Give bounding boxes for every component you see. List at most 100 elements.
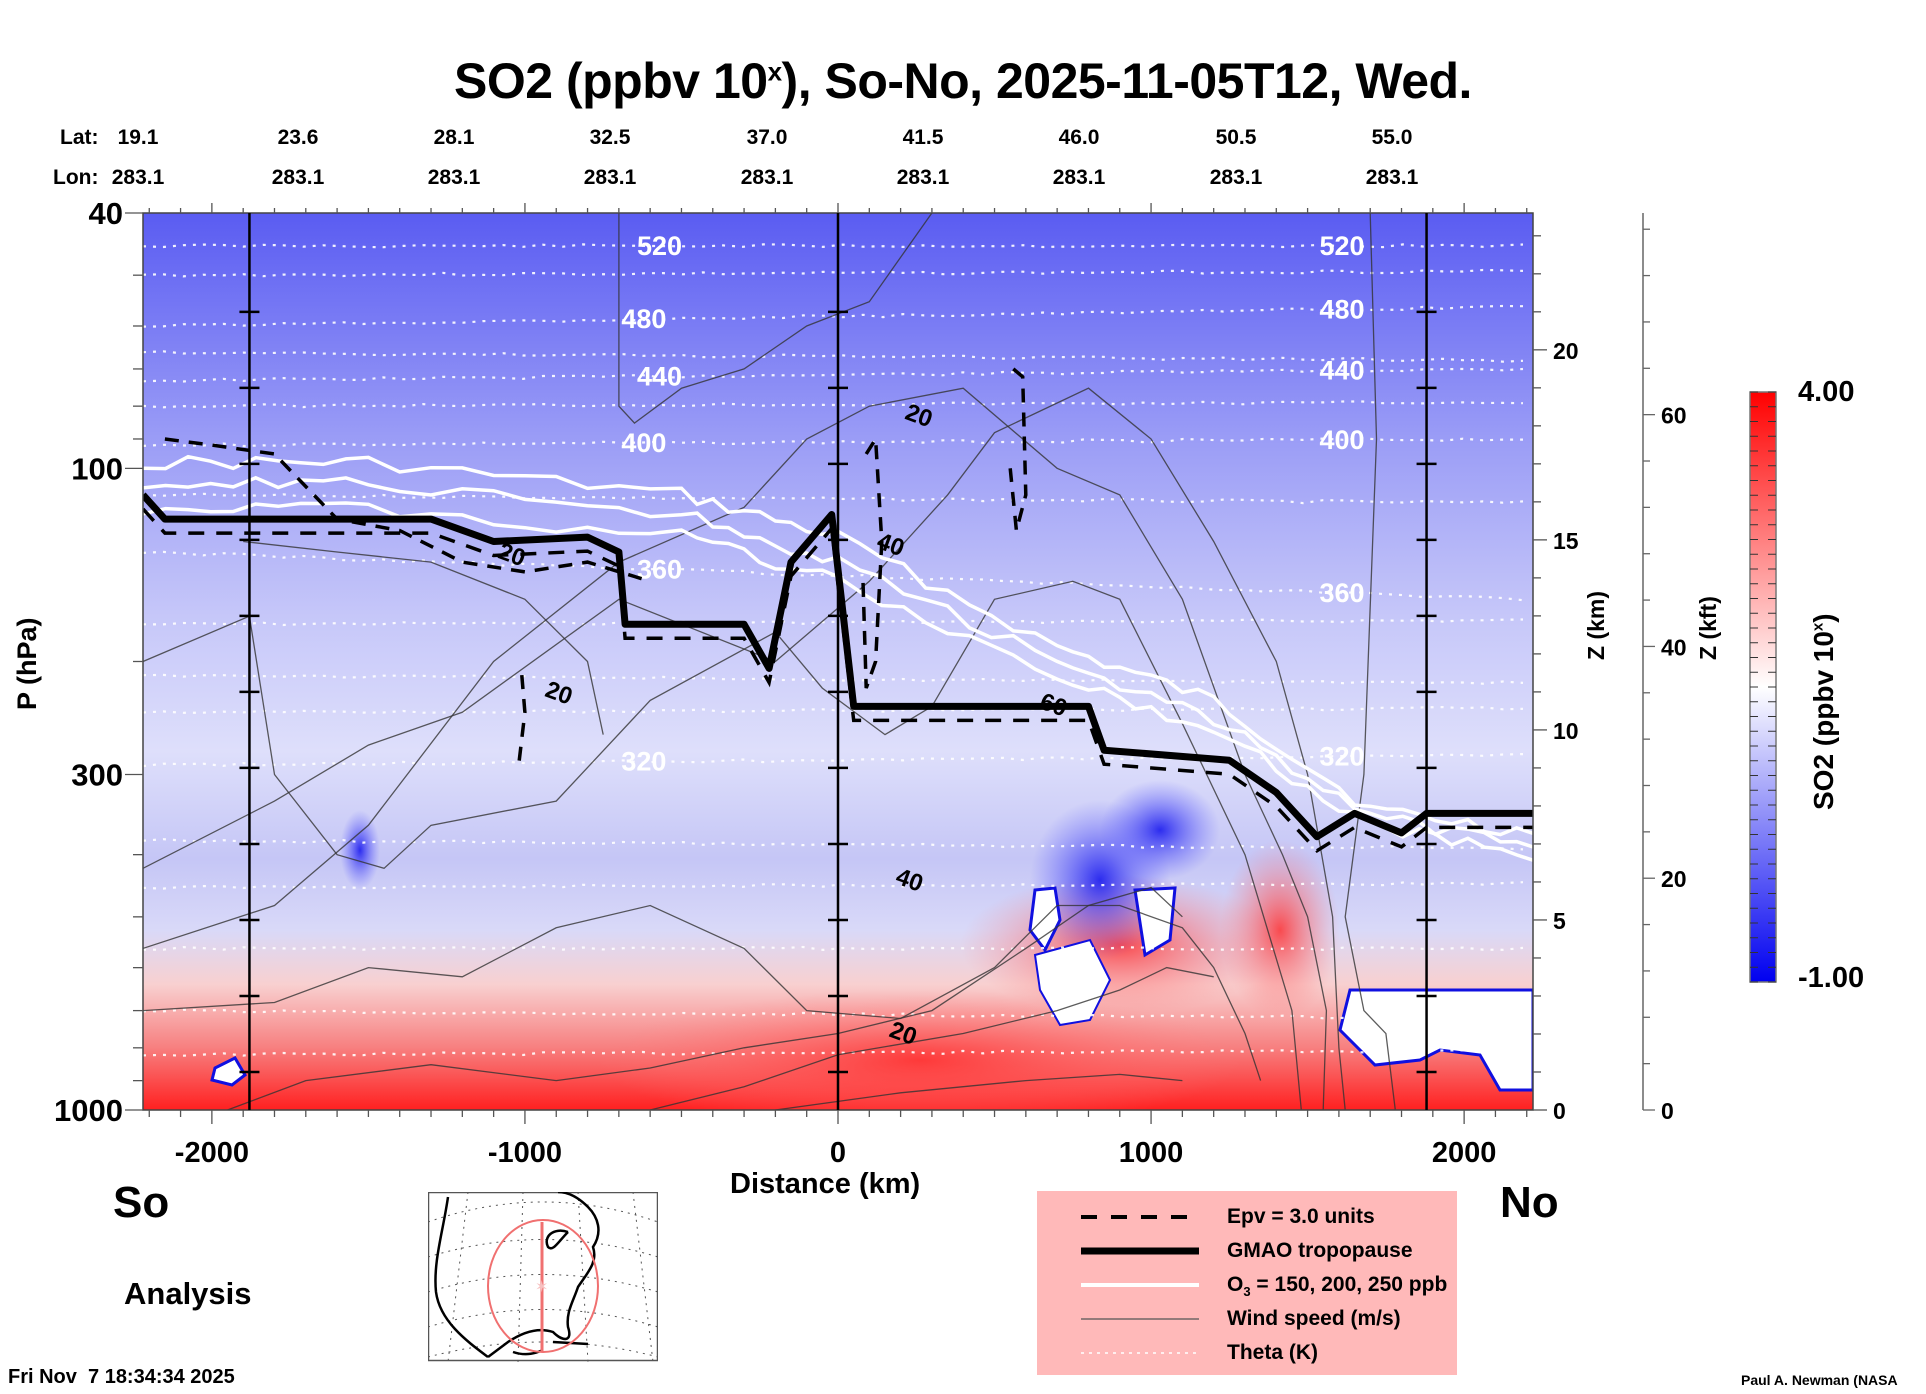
axes: -2000 -1000 0 1000 2000 40 100 300 1000 0 5 10 15 20 0…	[54, 196, 1687, 1169]
theta-contour	[143, 367, 1524, 383]
x-tick-label: 2000	[1432, 1137, 1497, 1169]
z-km-tick-label: 5	[1553, 908, 1566, 934]
longitude-value: 283.1	[740, 166, 794, 189]
thick-line-sample	[1081, 1247, 1199, 1255]
latitude-value: 28.1	[433, 126, 475, 149]
theta-contour-label: 360	[637, 555, 682, 585]
thin-line-sample	[1081, 1318, 1199, 1320]
theta-contour-label: 320	[1320, 742, 1365, 772]
theta-contour	[143, 673, 1524, 685]
missing-data-region	[1338, 988, 1533, 1092]
latitude-value: 46.0	[1058, 126, 1100, 149]
ozone-contour-250	[143, 501, 1533, 862]
theta-contour	[143, 492, 1524, 505]
wind-speed-contour	[243, 540, 604, 735]
epv-contour	[164, 437, 651, 583]
theta-contour-label: 360	[1320, 578, 1365, 608]
x-tick-label: -2000	[175, 1137, 249, 1169]
legend-item-ozone: O3 = 150, 200, 250 ppb	[1037, 1269, 1457, 1301]
missing-data-region	[1133, 886, 1177, 958]
so2-low-region	[1100, 780, 1220, 880]
z-kft-tick-label: 20	[1661, 866, 1687, 892]
theta-contour-label: 440	[637, 361, 682, 391]
legend-item-wind: Wind speed (m/s)	[1037, 1303, 1457, 1335]
dotted-line-sample	[1081, 1352, 1199, 1354]
latitude-value: 23.6	[277, 126, 319, 149]
z-km-tick-label: 0	[1553, 1098, 1566, 1124]
y-tick-label: 300	[71, 757, 123, 792]
theta-contour	[143, 945, 1524, 952]
north-label: No	[1500, 1178, 1559, 1227]
legend-item-epv: Epv = 3.0 units	[1037, 1201, 1457, 1233]
y-tick-label: 40	[89, 196, 123, 231]
y-tick-label: 100	[71, 451, 123, 486]
x-tick-label: 0	[830, 1137, 846, 1169]
latitude-value: 41.5	[902, 126, 944, 149]
theta-contour	[143, 881, 1524, 890]
theta-contour-label: 480	[621, 304, 666, 334]
ozone-contour-150	[143, 454, 1533, 837]
theta-contour-label: 400	[621, 428, 666, 458]
longitude-value: 283.1	[111, 166, 165, 189]
so2-high-region	[600, 990, 1240, 1110]
latitude-value: 37.0	[746, 126, 788, 149]
latitude-value: 32.5	[589, 126, 631, 149]
z-kft-tick-label: 40	[1661, 634, 1687, 660]
ozone-contours	[143, 454, 1533, 862]
tropopause-layer	[143, 367, 1533, 853]
z-kft-tick-label: 60	[1661, 403, 1687, 429]
z-km-tick-label: 10	[1553, 718, 1579, 744]
center-marker-icon: ✶	[535, 1279, 548, 1296]
lon-label: Lon:	[53, 166, 99, 189]
theta-contour-label: 520	[637, 231, 682, 261]
longitude-value: 283.1	[271, 166, 325, 189]
theta-contours: 520 520 480 480 440 440 400 400 360 360 320 320	[143, 231, 1524, 1057]
theta-contour	[143, 618, 1524, 627]
south-label: So	[113, 1178, 170, 1227]
epv-contour	[861, 433, 884, 689]
theta-contour	[143, 705, 1524, 714]
lat-label: Lat:	[60, 126, 99, 149]
colorbar-max-label: 4.00	[1798, 376, 1855, 408]
theta-contour-label: 400	[1320, 425, 1365, 455]
longitude-value: 283.1	[427, 166, 481, 189]
x-tick-label: 1000	[1119, 1137, 1184, 1169]
theta-contour	[143, 753, 1524, 768]
legend: Epv = 3.0 units GMAO tropopause O3 = 150…	[1037, 1191, 1457, 1375]
longitude-value: 283.1	[1209, 166, 1263, 189]
so2-high-region	[1220, 840, 1340, 1020]
gmao-tropopause	[143, 492, 1533, 841]
y-tick-label: 1000	[54, 1093, 123, 1128]
colorbar-min-label: -1.00	[1798, 962, 1865, 994]
latitude-value: 19.1	[117, 126, 159, 149]
theta-contour-label: 440	[1320, 356, 1365, 386]
wind-speed-contour	[143, 387, 1346, 1110]
theta-contour-label: 480	[1320, 294, 1365, 324]
white-line-sample	[1081, 1283, 1199, 1287]
theta-contour	[143, 350, 1524, 363]
z-km-axis-label: Z (km)	[1583, 591, 1609, 660]
inset-map: ✶	[428, 1192, 658, 1362]
wind-speed-contour	[143, 904, 1262, 1081]
colorbar-ticks	[1750, 391, 1776, 983]
timestamp: Fri Nov 7 18:34:34 2025	[8, 1366, 235, 1388]
colorbar-title: SO2 (ppbv 10x)	[1808, 613, 1839, 810]
latitude-value: 50.5	[1215, 126, 1257, 149]
epv-contour	[516, 674, 527, 766]
analysis-label: Analysis	[124, 1276, 252, 1311]
longitude-value: 283.1	[583, 166, 637, 189]
wind-speed-contour	[775, 1073, 1183, 1110]
theta-contour	[143, 268, 1524, 278]
credit: Paul A. Newman (NASA	[1741, 1372, 1898, 1388]
legend-item-tropopause: GMAO tropopause	[1037, 1235, 1457, 1267]
z-kft-axis-label: Z (kft)	[1695, 596, 1721, 660]
longitude-value: 283.1	[896, 166, 950, 189]
chart-title: SO2 (ppbv 10x), So-No, 2025-11-05T12, We…	[454, 53, 1472, 109]
x-axis-label: Distance (km)	[730, 1168, 921, 1200]
epv-contour	[1008, 367, 1028, 531]
coastlines	[434, 1192, 600, 1359]
z-kft-tick-label: 0	[1661, 1098, 1674, 1124]
theta-contour	[143, 400, 1524, 409]
missing-data-region	[1028, 886, 1062, 953]
